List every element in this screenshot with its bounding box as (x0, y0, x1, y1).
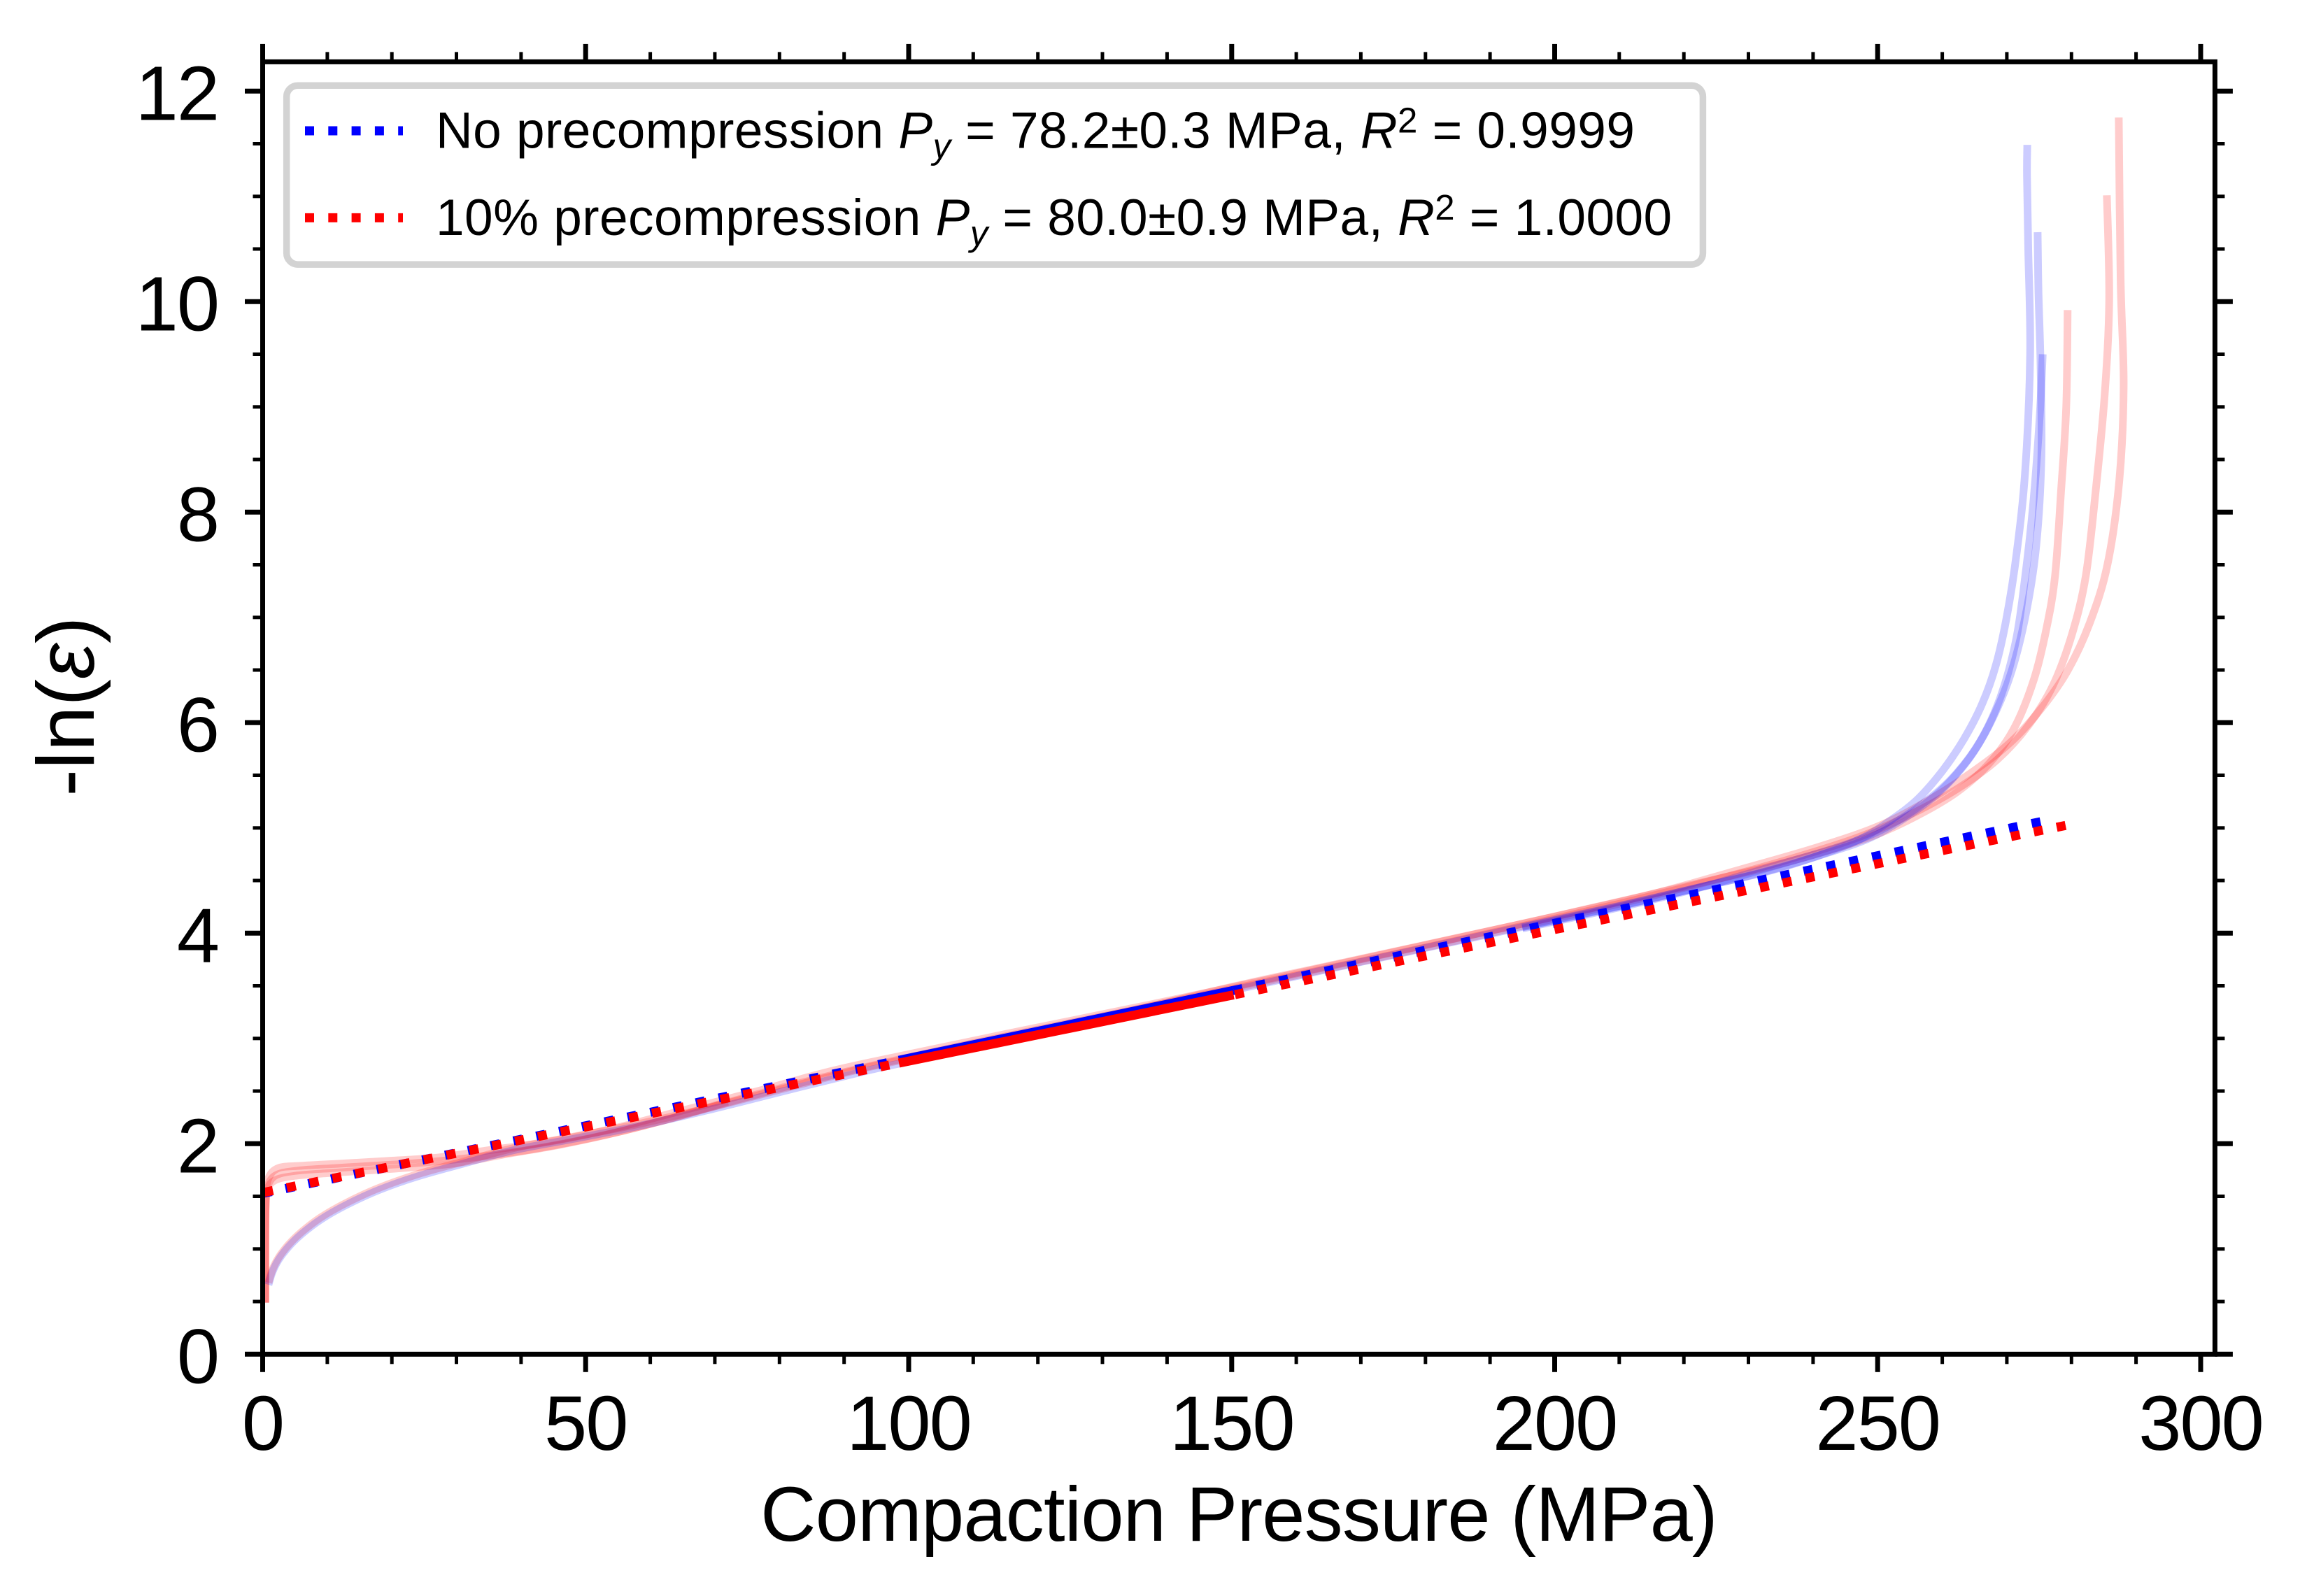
svg-text:250: 250 (1815, 1381, 1940, 1467)
svg-text:150: 150 (1170, 1381, 1294, 1467)
svg-text:50: 50 (544, 1381, 627, 1467)
svg-text:Compaction Pressure (MPa): Compaction Pressure (MPa) (760, 1472, 1717, 1558)
svg-text:12: 12 (136, 50, 218, 136)
svg-text:0: 0 (177, 1313, 218, 1399)
svg-text:10% precompression Py = 80.0±0: 10% precompression Py = 80.0±0.9 MPa, R2… (436, 187, 1673, 253)
svg-text:8: 8 (177, 471, 218, 557)
svg-text:No precompression Py = 78.2±0.: No precompression Py = 78.2±0.3 MPa, R2 … (436, 101, 1635, 166)
svg-text:2: 2 (177, 1103, 218, 1189)
svg-text:4: 4 (177, 892, 218, 978)
svg-text:-ln(ε): -ln(ε) (20, 616, 111, 796)
svg-text:200: 200 (1493, 1381, 1617, 1467)
svg-text:10: 10 (136, 261, 218, 347)
svg-text:0: 0 (242, 1381, 283, 1467)
svg-text:100: 100 (846, 1381, 971, 1467)
svg-text:6: 6 (177, 682, 218, 768)
svg-text:300: 300 (2138, 1381, 2263, 1467)
